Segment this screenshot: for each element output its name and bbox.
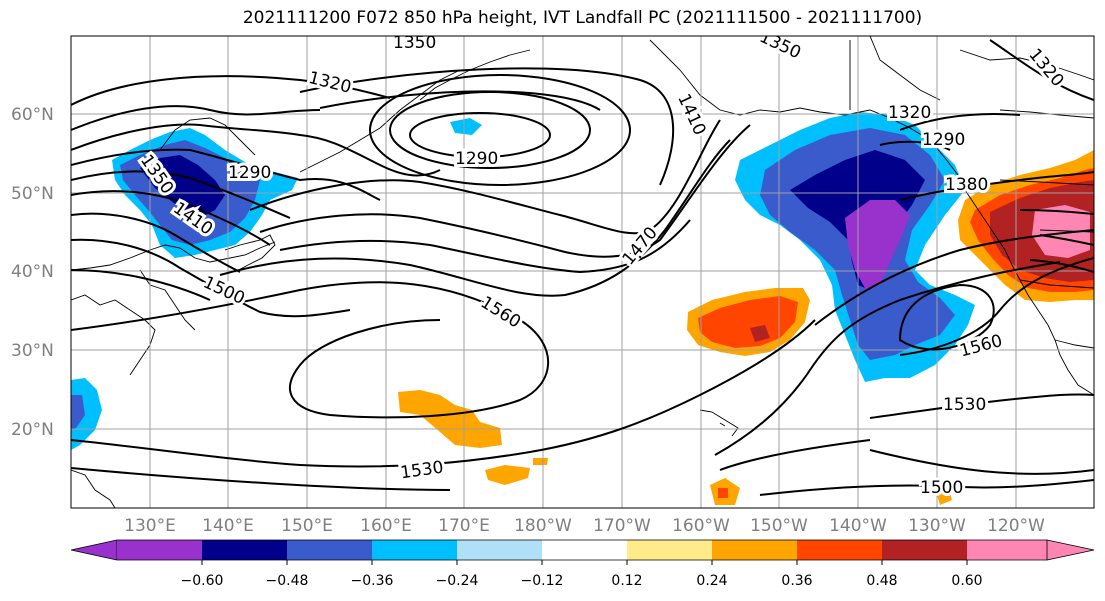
lon-label: 160°E <box>360 516 412 536</box>
colorbar-tick-label: −0.60 <box>181 573 224 589</box>
latitude-labels: 60°N 50°N 40°N 30°N 20°N <box>11 105 54 440</box>
colorbar-ticks <box>201 560 968 565</box>
colorbar-segment <box>882 540 967 560</box>
coastlines <box>71 36 1094 508</box>
map-frame <box>70 35 1095 509</box>
colorbar-segment <box>712 540 797 560</box>
colorbar-tick-label: 0.60 <box>951 573 982 589</box>
colorbar-tick-label: 0.24 <box>696 573 727 589</box>
lon-label: 170°E <box>438 516 490 536</box>
lon-label: 150°W <box>750 516 808 536</box>
colorbar-segment <box>117 540 202 560</box>
colorbar-tick-label: −0.36 <box>351 573 394 589</box>
lat-label: 60°N <box>11 105 54 125</box>
longitude-labels: 130°E 140°E 150°E 160°E 170°E 180°W 170°… <box>124 516 1045 536</box>
colorbar-tick-label: 0.48 <box>866 573 897 589</box>
colorbar-segment <box>202 540 287 560</box>
lat-label: 50°N <box>11 184 54 204</box>
lon-label: 160°W <box>672 516 730 536</box>
lon-label: 130°E <box>124 516 176 536</box>
lat-label: 20°N <box>11 420 54 440</box>
colorbar-segment <box>627 540 712 560</box>
colorbar-segment <box>797 540 882 560</box>
height-contours <box>71 39 1094 496</box>
colorbar-segment <box>457 540 542 560</box>
colorbar-segment <box>372 540 457 560</box>
lon-label: 120°W <box>987 516 1045 536</box>
colorbar-segment <box>287 540 372 560</box>
colorbar: −0.60 −0.48 −0.36 −0.24 −0.12 0.12 0.24 … <box>70 539 1095 589</box>
lat-label: 40°N <box>11 262 54 282</box>
contour-label: 1530 <box>943 395 986 415</box>
colorbar-segment <box>967 540 1047 560</box>
lat-label: 30°N <box>11 341 54 361</box>
colorbar-extend-low <box>70 539 118 561</box>
colorbar-tick-labels: −0.60 −0.48 −0.36 −0.24 −0.12 0.12 0.24 … <box>181 573 983 589</box>
lon-label: 130°W <box>908 516 966 536</box>
contour-label: 1290 <box>228 163 271 183</box>
colorbar-segment <box>542 540 627 560</box>
contour-label: 1320 <box>888 103 931 123</box>
contour-label: 1500 <box>920 478 963 498</box>
lon-label: 140°E <box>202 516 254 536</box>
colorbar-tick-label: −0.24 <box>436 573 479 589</box>
lon-label: 170°W <box>593 516 651 536</box>
contour-label: 1290 <box>455 149 498 169</box>
contour-label: 1290 <box>922 130 965 150</box>
colorbar-tick-label: 0.36 <box>781 573 812 589</box>
contour-label: 1350 <box>393 33 436 53</box>
colorbar-extend-high <box>1046 539 1095 561</box>
colorbar-tick-label: −0.48 <box>266 573 309 589</box>
lon-label: 150°E <box>281 516 333 536</box>
contour-label: 1380 <box>945 175 988 195</box>
chart-title: 2021111200 F072 850 hPa height, IVT Land… <box>242 8 923 28</box>
map-area: 1320 1290 1290 1350 1410 1410 1470 1500 … <box>71 33 1094 508</box>
colorbar-tick-label: −0.12 <box>521 573 564 589</box>
colorbar-tick-label: 0.12 <box>611 573 642 589</box>
lon-label: 180°W <box>514 516 572 536</box>
lon-label: 140°W <box>829 516 887 536</box>
